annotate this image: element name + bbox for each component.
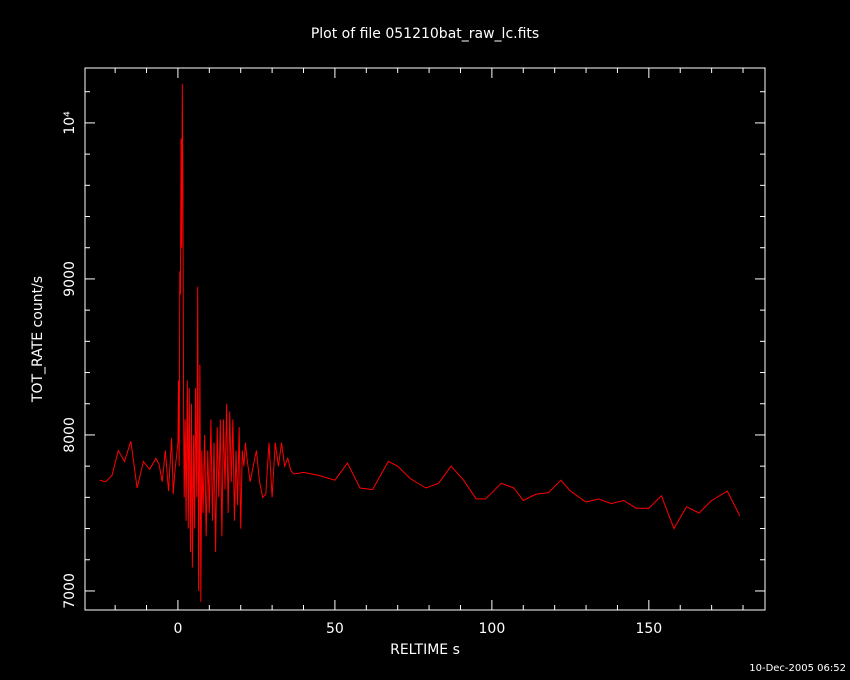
x-tick-label: 100 bbox=[479, 621, 506, 637]
x-axis-label: RELTIME s bbox=[390, 642, 460, 658]
x-tick-label: 50 bbox=[326, 621, 344, 637]
x-tick-label: 150 bbox=[635, 621, 662, 637]
y-tick-label: 7000 bbox=[62, 573, 78, 609]
x-tick-label: 0 bbox=[173, 621, 182, 637]
chart-title: Plot of file 051210bat_raw_lc.fits bbox=[311, 26, 539, 42]
plot-frame bbox=[84, 67, 766, 611]
y-tick-label: 8000 bbox=[62, 417, 78, 453]
y-tick-label: 10⁴ bbox=[62, 111, 78, 135]
timestamp: 10-Dec-2005 06:52 bbox=[749, 663, 846, 674]
data-line bbox=[99, 83, 741, 602]
y-tick-label: 9000 bbox=[62, 261, 78, 297]
y-axis-label: TOT_RATE count/s bbox=[30, 276, 46, 403]
